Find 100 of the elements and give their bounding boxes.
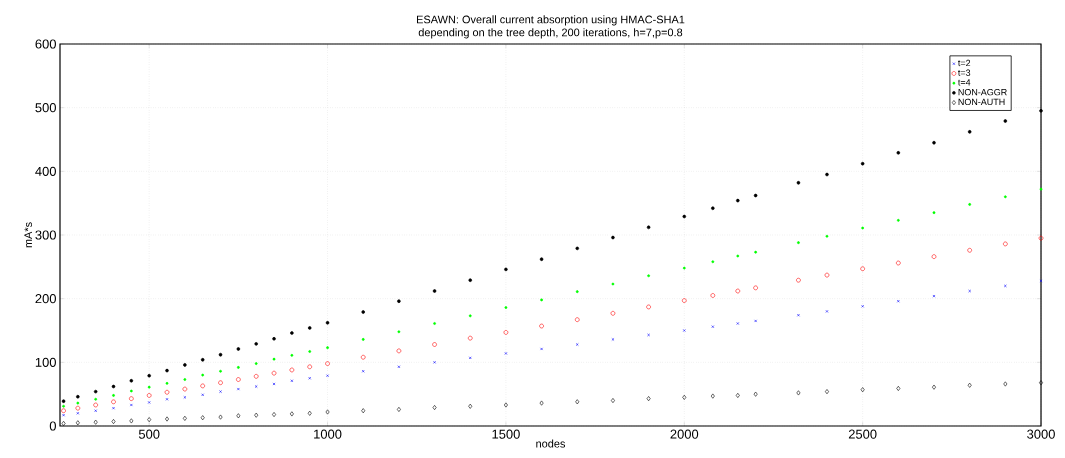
y-tick-label: 300: [35, 230, 56, 240]
point: [147, 401, 151, 404]
point: [575, 399, 580, 405]
point: [861, 304, 865, 308]
y-axis-title: mA*s: [24, 222, 33, 248]
point: [610, 398, 615, 404]
point: [93, 419, 98, 425]
point: [254, 412, 259, 418]
point: [289, 367, 295, 373]
point: [433, 360, 436, 364]
point: [753, 285, 758, 291]
point: [1003, 119, 1008, 123]
point: [61, 399, 66, 403]
point: [218, 352, 223, 357]
point: [796, 277, 801, 283]
point: [540, 298, 543, 302]
point: [647, 333, 651, 337]
point: [575, 290, 579, 294]
point: [307, 326, 312, 330]
point: [682, 214, 687, 219]
point: [736, 198, 740, 203]
point: [183, 395, 187, 399]
point: [711, 260, 715, 264]
point: [968, 203, 972, 206]
point: [432, 289, 437, 293]
point: [146, 393, 152, 398]
point: [93, 402, 98, 408]
point: [253, 374, 259, 379]
point: [129, 389, 133, 393]
point: [112, 394, 115, 397]
point: [397, 365, 401, 369]
point: [610, 311, 616, 316]
point: [164, 389, 170, 395]
point: [710, 293, 716, 298]
point: [147, 417, 152, 423]
legend-label: t=2: [958, 59, 971, 67]
point: [183, 378, 187, 381]
point: [218, 414, 223, 420]
point: [182, 415, 187, 421]
point: [165, 416, 169, 422]
chart-title: ESAWN: Overall current absorption using HMAC-SHA1: [417, 15, 685, 26]
legend-label: NON-AGGR: [958, 88, 1007, 96]
point: [1038, 235, 1044, 241]
point: [1003, 241, 1008, 247]
point: [682, 329, 686, 332]
point: [896, 218, 900, 222]
point: [308, 350, 312, 353]
point: [932, 140, 936, 145]
x-tick-label: 500: [138, 429, 160, 439]
point: [200, 383, 205, 389]
point: [824, 272, 830, 278]
point: [797, 313, 800, 317]
point: [468, 403, 473, 409]
point: [796, 181, 801, 185]
point: [1039, 279, 1043, 283]
point: [219, 369, 222, 373]
point: [681, 298, 687, 303]
point: [254, 385, 258, 388]
y-tick-label: 200: [35, 294, 56, 304]
point: [574, 317, 580, 322]
point: [575, 246, 580, 251]
point: [94, 409, 98, 413]
point: [504, 351, 508, 355]
point: [540, 347, 544, 351]
point: [682, 394, 687, 400]
point: [646, 304, 651, 310]
point: [503, 402, 508, 408]
point: [646, 396, 651, 402]
point: [967, 130, 972, 134]
point: [94, 397, 98, 401]
point: [201, 373, 205, 377]
point: [504, 306, 508, 309]
point: [736, 254, 740, 258]
y-tick-label: 600: [35, 39, 56, 49]
point: [236, 366, 240, 369]
point: [62, 413, 65, 417]
point: [1003, 381, 1008, 387]
point: [325, 321, 330, 325]
point: [76, 394, 80, 399]
point: [236, 347, 241, 351]
point: [504, 267, 508, 272]
point: [468, 356, 472, 360]
point: [360, 354, 366, 360]
point: [289, 411, 294, 417]
point: [254, 362, 258, 365]
point: [236, 377, 241, 382]
point: [183, 363, 187, 367]
point: [129, 396, 134, 401]
point: [93, 389, 98, 394]
point: [236, 413, 241, 419]
point: [1003, 284, 1007, 288]
point: [290, 353, 294, 357]
point: [967, 382, 972, 388]
point: [968, 289, 972, 293]
point: [796, 390, 801, 396]
point: [861, 226, 865, 230]
point: [932, 211, 936, 215]
point: [112, 406, 115, 410]
point: [896, 260, 901, 266]
legend-label: t=4: [958, 79, 971, 86]
